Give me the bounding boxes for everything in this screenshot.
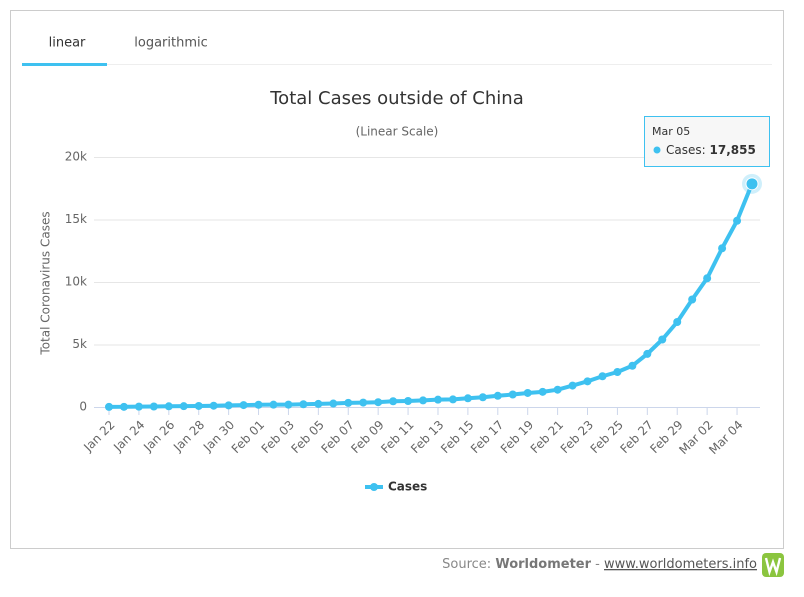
point: [673, 318, 682, 326]
point: [538, 387, 547, 396]
point: [389, 397, 398, 406]
point: [598, 372, 607, 381]
y-axis-label: Total Coronavirus Cases: [39, 211, 53, 355]
tooltip-value: 17,855: [710, 143, 756, 157]
point: [374, 398, 383, 407]
point: [344, 398, 353, 407]
tooltip-date: Mar 05: [652, 125, 690, 138]
source-separator: -: [595, 557, 600, 572]
tooltip-text: Cases: 17,855: [666, 143, 756, 157]
panel: [10, 10, 784, 549]
point: [463, 394, 472, 403]
point: [105, 402, 113, 411]
point: [493, 391, 502, 400]
source: Source: Worldometer - www.worldometers.i…: [442, 557, 757, 572]
legend[interactable]: Cases: [365, 480, 427, 494]
point: [718, 244, 727, 253]
logo-glyph: [764, 557, 782, 577]
point: [703, 274, 712, 283]
chart-title: Total Cases outside of China: [269, 88, 523, 109]
point: [224, 401, 233, 410]
y-tick-label: 10k: [65, 275, 87, 289]
y-tick-label: 5k: [72, 337, 87, 351]
point: [553, 385, 562, 394]
point: [209, 401, 218, 410]
point: [613, 368, 622, 376]
tooltip: Mar 05 Cases: 17,855: [644, 116, 770, 167]
point: [284, 400, 293, 409]
point: [419, 396, 428, 405]
point: [508, 390, 517, 399]
point: [448, 395, 457, 404]
point: [433, 395, 442, 404]
source-link[interactable]: www.worldometers.info: [604, 557, 757, 572]
point: [568, 381, 577, 390]
tooltip-marker: [653, 146, 661, 154]
point: [269, 400, 278, 409]
point: [134, 402, 143, 411]
point: [733, 216, 742, 225]
point: [149, 402, 158, 411]
point: [164, 402, 173, 411]
point: [329, 399, 338, 408]
point: [658, 335, 667, 344]
point: [194, 401, 203, 410]
active-tab-underline: [22, 63, 107, 66]
point: [119, 402, 128, 411]
point: [179, 402, 188, 411]
legend-label[interactable]: Cases: [388, 480, 427, 494]
point: [239, 401, 248, 410]
point: [359, 398, 368, 407]
legend-marker: [370, 483, 378, 491]
y-tick-label: 15k: [65, 212, 87, 226]
chart-subtitle: (Linear Scale): [356, 125, 439, 139]
y-tick-label: 0: [79, 400, 87, 414]
point: [299, 400, 308, 409]
point: [583, 377, 592, 386]
y-tick-label: 20k: [65, 150, 87, 164]
source-name: Worldometer: [495, 557, 591, 572]
tab-linear[interactable]: linear: [49, 36, 86, 51]
point: [688, 295, 697, 304]
point: [643, 349, 652, 358]
point: [745, 177, 759, 191]
tooltip-label: Cases:: [666, 143, 706, 157]
tab-logarithmic[interactable]: logarithmic: [134, 36, 208, 51]
tooltip-box: [644, 116, 770, 167]
source-line: Source: Worldometer - www.worldometers.i…: [442, 553, 784, 577]
point: [254, 400, 263, 409]
point: [628, 361, 637, 370]
point: [523, 388, 532, 397]
point: [478, 393, 487, 402]
point: [404, 396, 413, 405]
point: [314, 399, 323, 408]
source-prefix: Source:: [442, 557, 491, 572]
